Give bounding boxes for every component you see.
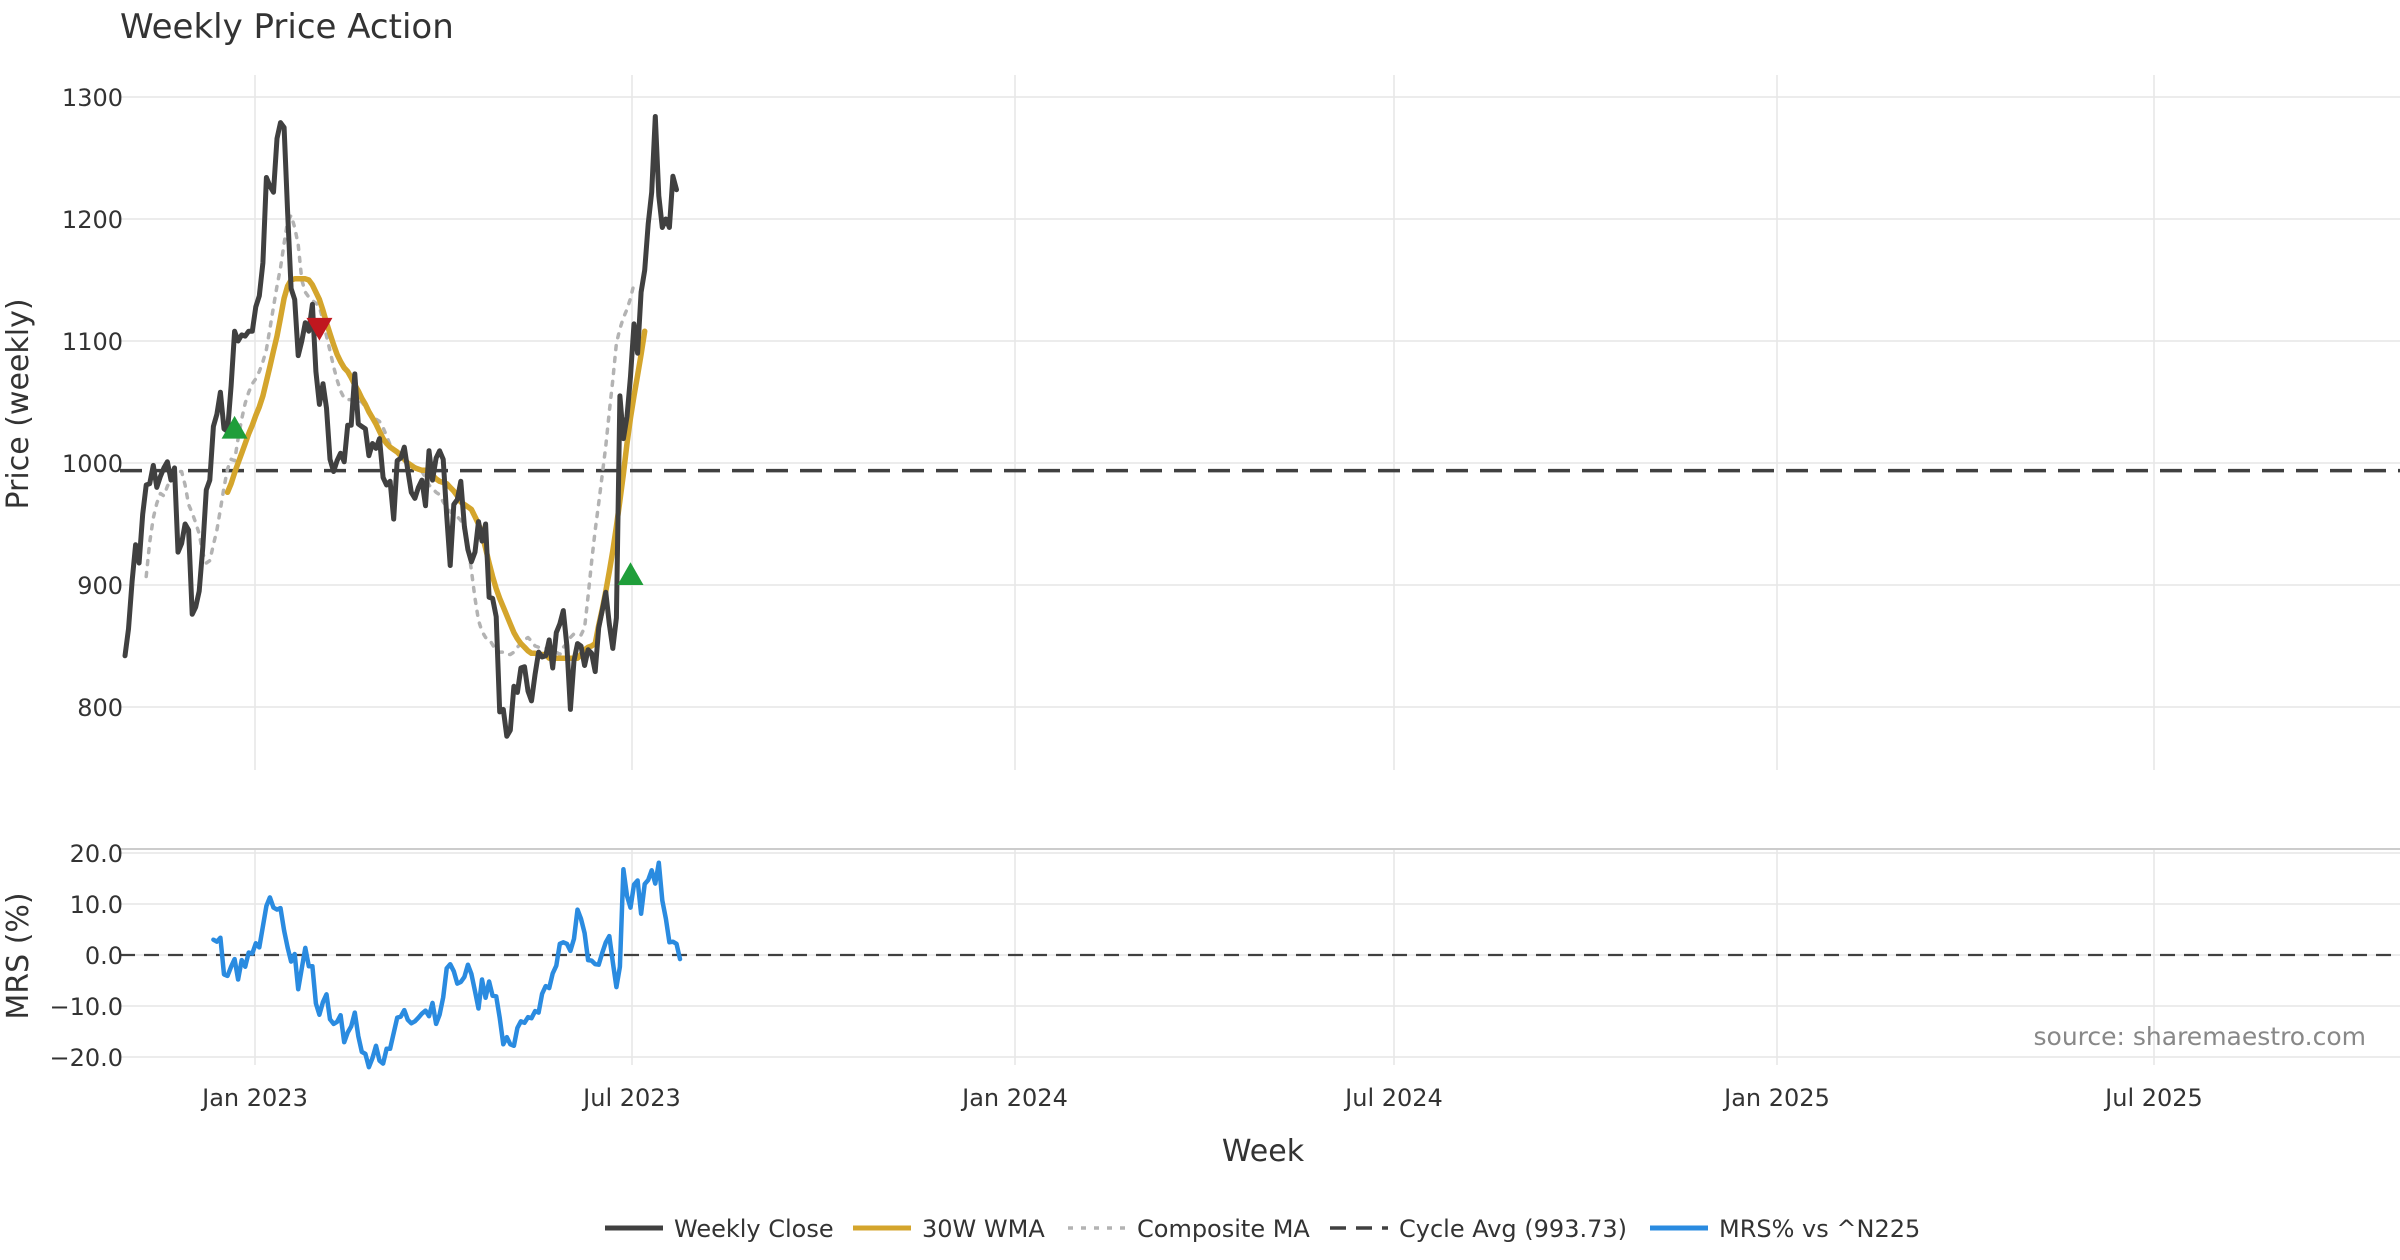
mrs-y-tick-label: −10.0 (49, 993, 123, 1021)
x-tick-label: Jan 2023 (200, 1084, 308, 1112)
mrs-y-tick-label: 20.0 (70, 840, 123, 868)
legend-label: 30W WMA (922, 1215, 1045, 1243)
legend: Weekly Close 30W WMA Composite MA Cycle Avg… (605, 1215, 1920, 1243)
mrs-grid (120, 850, 2400, 1065)
buy-signal-marker (221, 415, 248, 439)
x-tick-label: Jan 2025 (1722, 1084, 1830, 1112)
price-y-tick-label: 1100 (62, 328, 123, 356)
price-y-tick-label: 1000 (62, 450, 123, 478)
legend-label: Weekly Close (674, 1215, 834, 1243)
mrs-y-tick-label: 0.0 (85, 942, 123, 970)
chart-title: Weekly Price Action (120, 7, 454, 47)
weekly-close-line (122, 114, 679, 739)
reference-lines (120, 468, 2400, 957)
x-tick-label: Jul 2023 (581, 1084, 681, 1112)
legend-label: Cycle Avg (993.73) (1399, 1215, 1627, 1243)
sell-signal-marker (306, 317, 333, 341)
x-ticks: Jan 2023 Jul 2023 Jan 2024 Jul 2024 Jan 2025… (200, 1084, 2203, 1112)
legend-label: MRS% vs ^N225 (1719, 1215, 1920, 1243)
price-y-tick-label: 1300 (62, 84, 123, 112)
series-lines (122, 114, 683, 1070)
x-axis-label: Week (1222, 1134, 1305, 1169)
mrs-y-tick-label: 10.0 (70, 891, 123, 919)
price-y-axis-label: Price (weekly) (1, 298, 36, 509)
price-y-tick-label: 800 (77, 694, 123, 722)
composite-ma-line (144, 213, 636, 657)
x-tick-label: Jul 2024 (1343, 1084, 1443, 1112)
x-tick-label: Jul 2025 (2103, 1084, 2203, 1112)
mrs-line (211, 860, 683, 1070)
mrs-y-axis-label: MRS (%) (1, 892, 36, 1019)
price-y-tick-label: 900 (77, 572, 123, 600)
buy-signal-marker (617, 562, 644, 585)
mrs-y-tick-label: −20.0 (49, 1044, 123, 1072)
signal-markers (221, 317, 644, 585)
x-tick-label: Jan 2024 (960, 1084, 1068, 1112)
mrs-y-ticks: −20.0 −10.0 0.0 10.0 20.0 (49, 840, 123, 1072)
source-credit: source: sharemaestro.com (2034, 1022, 2367, 1051)
price-y-ticks: 800 900 1000 1100 1200 1300 (62, 84, 123, 722)
legend-label: Composite MA (1137, 1215, 1310, 1243)
price-grid (120, 75, 2400, 770)
price-y-tick-label: 1200 (62, 206, 123, 234)
